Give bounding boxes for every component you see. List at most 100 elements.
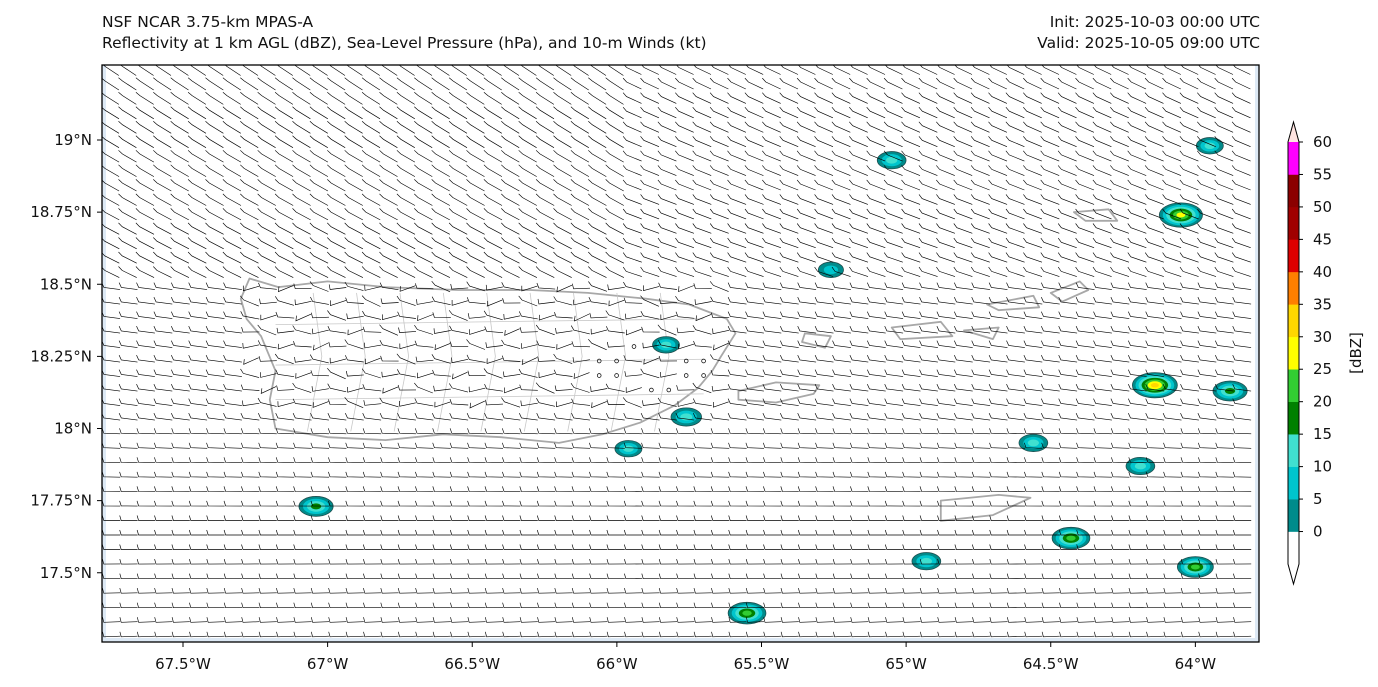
wind-barb [328, 588, 347, 594]
wind-barb [1023, 282, 1043, 290]
wind-barb [622, 208, 642, 220]
wind-barb [432, 588, 451, 594]
wind-barb [589, 617, 608, 623]
wind-barb [1180, 65, 1199, 75]
wind-barb [189, 631, 208, 638]
wind-barb [310, 471, 330, 478]
wind-barb [1162, 150, 1182, 162]
wind-barb [814, 325, 834, 334]
wind-barb [866, 106, 886, 119]
wind-barb [1197, 325, 1217, 334]
wind-barb [675, 136, 694, 147]
wind-barb [379, 397, 399, 408]
wind-barb [796, 194, 816, 205]
wind-barb [970, 266, 990, 277]
wind-barb [744, 194, 764, 205]
colorbar-tick-label: 5 [1313, 490, 1323, 508]
wind-barb [467, 529, 486, 536]
wind-barb [745, 340, 764, 348]
wind-barb [989, 617, 1008, 623]
wind-barb [1180, 486, 1200, 492]
wind-barb [902, 559, 921, 565]
wind-barb [467, 617, 486, 623]
wind-barb [502, 573, 521, 579]
wind-barb [709, 281, 729, 292]
wind-barb [433, 385, 451, 392]
wind-barb [187, 150, 207, 163]
wind-barb [954, 311, 973, 319]
wind-barb [519, 457, 538, 464]
wind-barb [258, 486, 277, 492]
wind-barb [1214, 223, 1234, 234]
wind-barb [1215, 428, 1234, 435]
wind-barb [970, 77, 990, 90]
wind-barb [396, 135, 415, 148]
wind-barb [1023, 325, 1043, 334]
x-tick-label: 65°W [885, 655, 927, 673]
wind-barb [744, 179, 764, 191]
wind-barb [798, 559, 817, 565]
wind-barb [988, 296, 1008, 305]
wind-barb [728, 544, 747, 550]
wind-barb [1075, 325, 1095, 334]
wind-barb [676, 559, 695, 565]
wind-barb [937, 559, 956, 565]
wind-barb [258, 412, 277, 421]
wind-barb [205, 106, 224, 120]
wind-barb [205, 251, 224, 264]
wind-barb [571, 283, 591, 290]
wind-barb [988, 354, 1008, 363]
wind-barb [1128, 383, 1147, 392]
wind-barb [814, 208, 834, 220]
wind-barb [153, 120, 172, 134]
wind-barb [1145, 383, 1165, 392]
wind-barb [431, 179, 450, 192]
wind-barb [118, 237, 137, 250]
wind-barb [901, 252, 921, 263]
wind-barb [345, 355, 364, 363]
wind-barb [466, 297, 486, 305]
wind-barb [1128, 354, 1147, 363]
wind-barb [762, 150, 781, 162]
wind-barb [1128, 457, 1147, 464]
wind-barb [171, 573, 190, 579]
wind-barb [675, 252, 695, 263]
wind-barb [814, 252, 834, 263]
wind-barb [274, 106, 294, 120]
reflectivity-contour [1190, 564, 1200, 570]
colorbar-label: [dBZ] [1347, 332, 1365, 374]
wind-barb [432, 500, 451, 507]
wind-barb [519, 515, 538, 521]
colorbar-segment [1288, 206, 1299, 240]
wind-barb [1128, 588, 1147, 594]
wind-barb [1232, 529, 1252, 536]
wind-barb [118, 266, 137, 278]
wind-barb [258, 428, 277, 435]
wind-barb [1075, 92, 1095, 104]
wind-barb [153, 222, 172, 235]
reflectivity-contour [1066, 535, 1076, 541]
wind-barb [849, 369, 869, 377]
wind-barb [381, 314, 399, 321]
wind-barb [1005, 223, 1025, 234]
wind-barb [1024, 573, 1043, 579]
reflectivity-contour [742, 610, 752, 616]
colorbar-tick-label: 45 [1313, 230, 1332, 248]
wind-barb [797, 529, 817, 536]
wind-barb [901, 412, 921, 421]
wind-barb [223, 398, 242, 406]
wind-barb [187, 135, 207, 148]
wind-barb [1110, 92, 1129, 104]
wind-barb [414, 150, 433, 163]
wind-barb [709, 223, 729, 234]
wind-barb [363, 588, 382, 594]
latitude-ticks: 19°N18.75°N18.5°N18.25°N18°N17.75°N17.5°… [30, 131, 102, 582]
wind-barb [1197, 398, 1217, 406]
wind-barb [658, 355, 678, 362]
wind-barb [901, 296, 921, 305]
wind-barb [466, 106, 485, 120]
wind-barb [501, 120, 520, 134]
wind-barb [745, 486, 765, 492]
wind-barb [1145, 515, 1165, 521]
wind-barb [1180, 296, 1199, 305]
